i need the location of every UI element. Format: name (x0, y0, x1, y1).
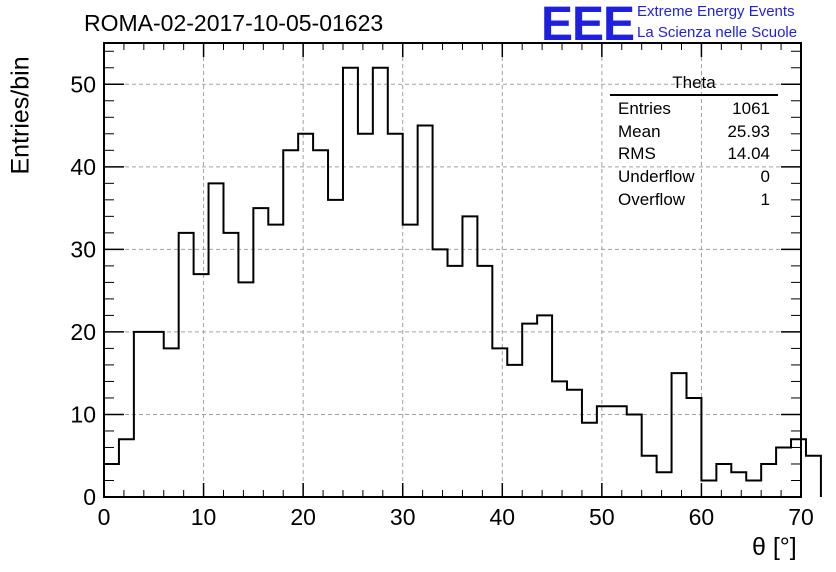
histogram-bin (642, 456, 657, 497)
stats-label: Overflow (618, 189, 686, 209)
histogram-bin (761, 464, 776, 497)
histogram-bin (253, 208, 268, 497)
histogram-bin (358, 134, 373, 497)
y-axis-label: Entries/bin (6, 56, 35, 175)
histogram-bin (686, 398, 701, 497)
stats-label: Entries (618, 99, 671, 118)
histogram-bin (791, 439, 806, 497)
histogram-bin (462, 216, 477, 497)
histogram-bin (582, 423, 597, 497)
stats-row-underflow: Underflow 0 (610, 166, 778, 189)
eee-logo: EEE (541, 0, 635, 51)
histogram-bin (567, 390, 582, 497)
histogram-bin (164, 348, 179, 497)
stats-box: Theta Entries 1061 Mean 25.93 RMS 14.04 … (610, 74, 778, 212)
logo-tagline-2: La Scienza nelle Scuole (637, 24, 798, 41)
stats-row-entries: Entries 1061 (610, 98, 778, 121)
histogram-bin (134, 332, 149, 497)
plot-frame (103, 42, 802, 498)
stats-label: Mean (618, 121, 661, 141)
x-tick-label: 40 (489, 504, 515, 530)
histogram-bin (119, 439, 134, 497)
x-tick-label: 20 (290, 504, 316, 530)
stats-title: Theta (610, 74, 778, 96)
x-axis-label: θ [°] (752, 533, 797, 561)
histogram-bin (597, 406, 612, 497)
stats-row-overflow: Overflow 1 (610, 189, 778, 212)
histogram-bin (388, 134, 403, 497)
histogram-bin (343, 68, 358, 497)
histogram-bin (283, 150, 298, 497)
stats-value: 14.04 (727, 144, 770, 164)
stats-value: 0 (760, 167, 770, 187)
histogram-bin (657, 472, 672, 497)
y-tick-label: 0 (83, 484, 96, 510)
histogram-bin (537, 315, 552, 497)
histogram-bin (716, 464, 731, 497)
histogram-bin (403, 225, 418, 497)
histogram-bin (746, 480, 761, 497)
histogram-bin (507, 365, 522, 497)
x-tick-label: 10 (191, 504, 217, 530)
histogram-bin (522, 324, 537, 497)
stats-label: Underflow (618, 167, 695, 187)
histogram-bin (313, 150, 328, 497)
histogram-bin (268, 225, 283, 497)
histogram-bin (552, 381, 567, 497)
histogram-bin (477, 266, 492, 497)
histogram-bin (194, 274, 209, 497)
x-tick-label: 60 (689, 504, 715, 530)
histogram-bin (223, 233, 238, 497)
y-tick-label: 30 (70, 236, 96, 262)
histogram-outline (103, 66, 822, 497)
histogram-bin (328, 200, 343, 497)
stats-row-rms: RMS 14.04 (610, 143, 778, 166)
histogram-bin (806, 456, 821, 497)
histogram-bin (612, 406, 627, 497)
x-tick-label: 0 (98, 504, 111, 530)
histogram-bin (776, 447, 791, 497)
histogram-bin (179, 233, 194, 497)
y-tick-label: 40 (70, 154, 96, 180)
histogram-bin (149, 332, 164, 497)
histogram-bin (701, 480, 716, 497)
histogram-bin (418, 126, 433, 497)
y-tick-label: 10 (70, 401, 96, 427)
histogram-bin (298, 134, 313, 497)
histogram-bin (448, 266, 463, 497)
x-tick-label: 50 (589, 504, 615, 530)
y-tick-label: 20 (70, 319, 96, 345)
stats-value: 25.93 (727, 121, 770, 141)
histogram-bin (672, 373, 687, 497)
histogram-bin (373, 68, 388, 497)
stats-row-mean: Mean 25.93 (610, 121, 778, 144)
y-tick-label: 50 (70, 71, 96, 97)
histogram-bin (104, 464, 119, 497)
x-tick-label: 30 (390, 504, 416, 530)
x-tick-label: 70 (788, 504, 814, 530)
logo-tagline-1: Extreme Energy Events (637, 3, 795, 20)
histogram-bin (433, 249, 448, 497)
histogram-bin (492, 348, 507, 497)
stats-value: 1061 (732, 99, 770, 118)
histogram-bin (209, 183, 224, 497)
stats-value: 1 (760, 189, 770, 209)
chart-title: ROMA-02-2017-10-05-01623 (84, 10, 384, 36)
histogram-bin (238, 282, 253, 497)
histogram-bin (627, 414, 642, 497)
histogram-bin (731, 472, 746, 497)
stats-label: RMS (618, 144, 656, 164)
